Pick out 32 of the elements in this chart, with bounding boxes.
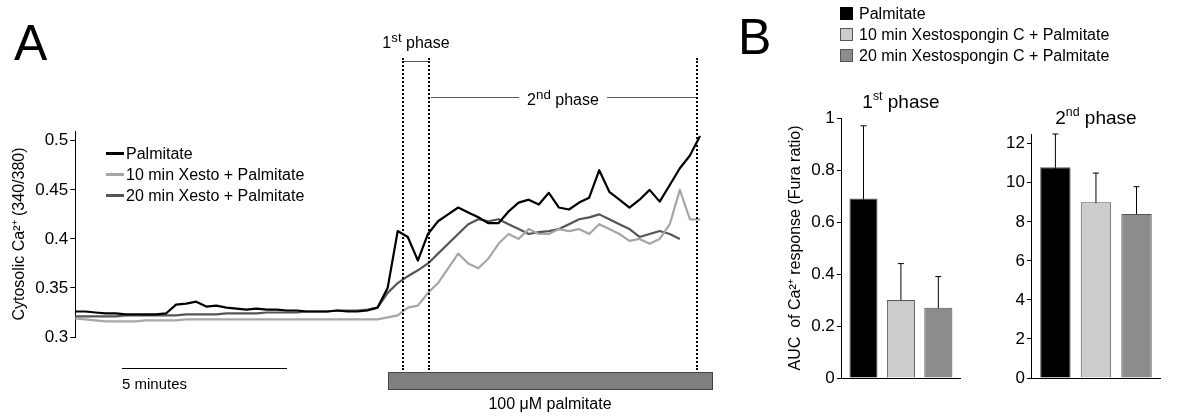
y-tick-label: 0.35 [35,277,69,297]
y-tick-label: 0.4 [44,228,69,248]
y-tick-label: 0 [1015,367,1025,387]
y-tick-label: 0.2 [811,315,835,335]
y-tick-label: 0.8 [811,159,835,179]
legend-label: 10 min Xesto + Palmitate [126,165,305,185]
y-tick-label: 1 [825,107,835,127]
y-tick-label: 8 [1015,211,1025,231]
text: 100 μM palmitate [480,395,620,413]
text: A [14,15,48,71]
y-axis-title: Cytosolic Ca²⁺ (340/380) [10,147,28,321]
y-tick-label: 12 [1005,133,1025,153]
text: B [738,9,772,65]
y-tick-label: 0.3 [44,326,69,346]
legend-label: 20 min Xesto + Palmitate [126,186,305,206]
y-tick-label: 0.6 [811,211,835,231]
y-tick-label: 2 [1015,328,1025,348]
y-tick-label: 0.4 [811,263,835,283]
y-tick-label: 0 [825,367,835,387]
text: 5 minutes [122,375,188,392]
y-tick-label: 4 [1015,289,1025,309]
text: 1$^{st}$ phase [374,30,458,53]
y-tick-label: 0.45 [35,179,69,199]
legend-label: Palmitate [126,144,193,164]
y-tick-label: 10 [1005,172,1025,192]
y-tick-label: 0.5 [44,130,69,150]
text: 2$^{nd}$ phase [519,87,607,110]
y-tick-label: 6 [1015,250,1025,270]
legend-label: Palmitate [859,4,926,24]
legend-label: 10 min Xestospongin C + Palmitate [859,25,1110,45]
legend-label: 20 min Xestospongin C + Palmitate [859,46,1110,66]
y-axis-title: AUC of Ca²⁺ response (Fura ratio) [786,125,804,371]
